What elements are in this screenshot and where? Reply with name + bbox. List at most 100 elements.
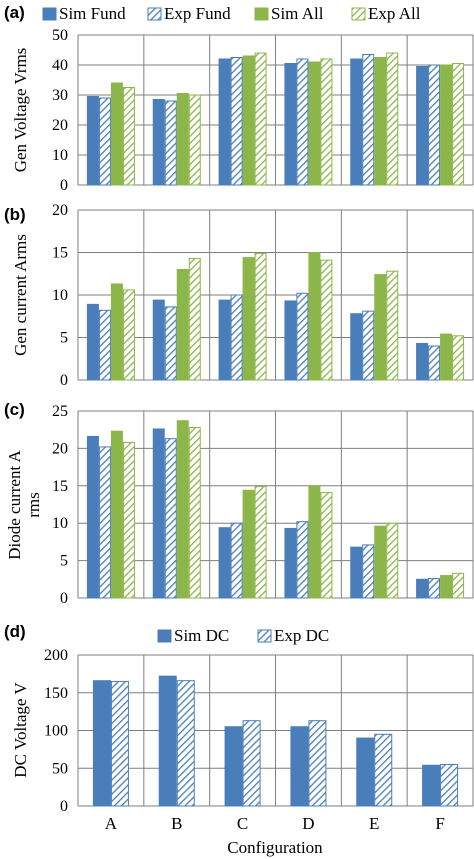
y-axis-title: Gen current Arms [11,234,30,356]
y-tick-label: 25 [52,403,68,420]
y-tick-label: 20 [52,440,68,457]
bar-exp-all-d [320,259,333,381]
bar-sim-all-c [242,55,255,186]
y-tick-label: 10 [52,147,68,164]
bar-exp-all-b [188,94,201,186]
bar-sim-dc-e [356,737,375,807]
bar-exp-fund-a [98,446,111,599]
bar-sim-fund-e [350,546,363,599]
bar-sim-all-c [242,257,255,381]
bar-sim-dc-d [290,726,309,807]
bar-sim-all-f [440,333,453,381]
bar-exp-fund-d [296,58,309,186]
bar-sim-fund-b [152,99,165,186]
bar-exp-all-c [254,52,267,186]
y-tick-label: 200 [44,647,68,664]
y-tick-label: 15 [52,478,68,495]
bar-exp-all-e [386,270,399,381]
bar-exp-all-b [188,426,201,599]
x-tick-label: A [105,814,118,833]
legend-swatch [257,629,272,643]
bar-sim-fund-f [416,66,429,186]
bar-exp-fund-f [428,345,441,381]
bar-sim-fund-e [350,313,363,381]
bar-sim-all-a [110,283,123,381]
bar-exp-all-b [188,257,201,381]
y-tick-label: 20 [52,117,68,134]
bar-exp-fund-e [362,54,375,186]
y-tick-label: 5 [60,330,68,347]
bar-sim-fund-c [218,527,231,599]
bar-exp-all-e [386,52,399,186]
bar-exp-all-d [320,58,333,186]
bar-exp-all-a [122,87,135,186]
bar-sim-fund-c [218,58,231,186]
bar-sim-fund-a [86,303,99,381]
bar-sim-dc-c [224,726,243,807]
y-tick-label: 10 [52,287,68,304]
y-tick-label: 10 [52,515,68,532]
bar-exp-dc-f [440,763,459,807]
bar-exp-all-a [122,289,135,381]
bar-exp-fund-c [230,57,243,186]
bar-sim-all-f [440,575,453,599]
legend-label: Sim All [271,4,324,23]
bar-exp-fund-c [230,522,243,599]
bar-exp-fund-b [164,306,177,381]
x-tick-label: E [369,814,379,833]
x-tick-label: B [171,814,182,833]
bar-sim-fund-d [284,527,297,599]
y-tick-label: 0 [60,798,68,815]
bar-exp-fund-b [164,100,177,186]
bar-sim-fund-e [350,58,363,186]
y-axis-title: Gen Voltage Vrms [11,48,30,173]
bar-exp-fund-a [98,309,111,381]
y-tick-label: 0 [60,590,68,607]
legend-swatch [157,629,172,643]
bar-sim-dc-f [422,764,441,807]
chart-panel-1: 0 5 10 15 20 (b) Gen current Arms [4,202,474,389]
legend-label: Sim Fund [59,4,126,23]
bar-sim-fund-a [86,435,99,599]
bar-exp-all-c [254,252,267,381]
bar-exp-fund-d [296,521,309,599]
bar-sim-all-b [176,269,189,381]
panel-label: (b) [4,205,26,224]
bar-exp-fund-d [296,292,309,381]
bar-sim-all-b [176,93,189,186]
bar-sim-all-d [308,61,321,186]
x-tick-label: D [302,814,314,833]
bar-sim-fund-b [152,428,165,599]
bar-exp-fund-c [230,294,243,381]
bar-sim-fund-b [152,299,165,381]
bar-sim-all-e [374,274,387,381]
y-tick-label: 20 [52,202,68,219]
bar-sim-fund-f [416,578,429,599]
bar-sim-fund-d [284,63,297,186]
bar-sim-fund-a [86,96,99,186]
bar-sim-all-d [308,252,321,381]
bar-exp-all-c [254,486,267,599]
legend-swatch [351,7,366,21]
x-tick-label: C [237,814,248,833]
y-tick-label: 30 [52,87,68,104]
bar-exp-dc-e [374,733,393,807]
bar-sim-dc-a [92,680,111,807]
bar-exp-fund-f [428,64,441,186]
x-tick-label: F [435,814,444,833]
bar-exp-all-e [386,522,399,599]
bar-sim-all-b [176,420,189,599]
bar-exp-all-f [452,63,465,186]
y-tick-label: 15 [52,245,68,262]
bar-exp-dc-a [110,680,129,807]
y-tick-label: 100 [44,723,68,740]
x-axis-title: Configuration [227,838,323,857]
y-tick-label: 150 [44,685,68,702]
chart-panel-2: 0 5 10 15 20 25 (c) Diode current Arms [4,400,474,607]
bar-sim-all-f [440,64,453,186]
y-axis-title: Diode current Arms [5,450,43,560]
legend-swatch [254,7,269,21]
panel-label: (c) [4,400,25,419]
bar-exp-dc-c [242,720,261,807]
legend-label: Exp Fund [164,4,231,23]
